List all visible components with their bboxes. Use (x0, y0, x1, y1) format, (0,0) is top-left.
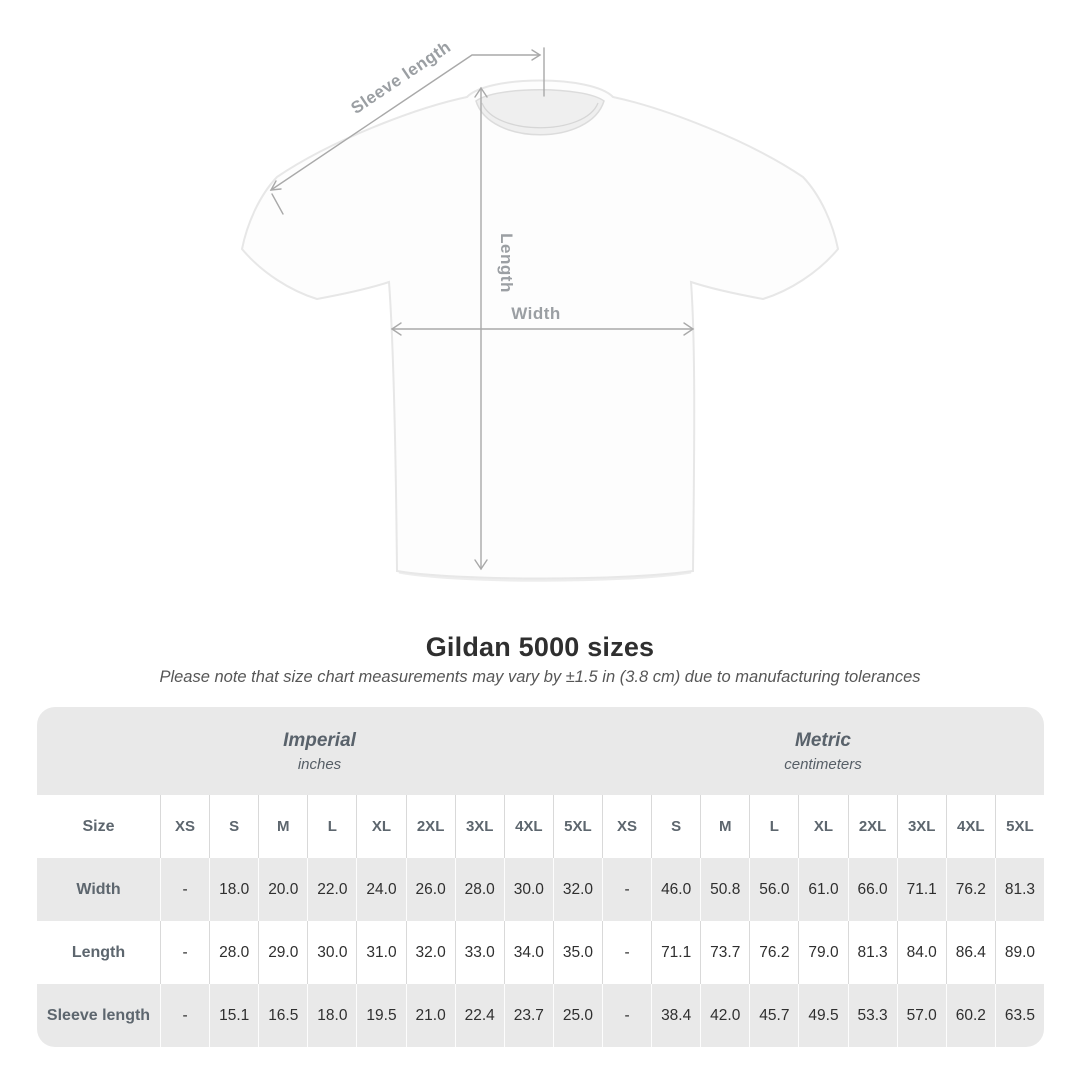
sleeve-length-row-label: Sleeve length (46, 1006, 151, 1024)
size-col-header-imperial: 2XL (405, 795, 455, 858)
value-cell: - (601, 858, 651, 921)
size-col-header-imperial: 3XL (454, 795, 504, 858)
value-cell: 76.2 (945, 858, 995, 921)
value-cell: 26.0 (405, 858, 455, 921)
value-cell: 22.0 (307, 858, 356, 921)
value-cell: 73.7 (700, 921, 749, 984)
unit-system-header: Imperial inches Metric centimeters (37, 707, 1044, 795)
value-cell: 46.0 (651, 858, 700, 921)
value-cell: 60.2 (945, 984, 995, 1047)
value-cell: 21.0 (405, 984, 455, 1047)
tolerance-note: Please note that size chart measurements… (159, 668, 921, 686)
value-cell: 25.0 (552, 984, 602, 1047)
value-cell: - (601, 984, 651, 1047)
size-header-label: Size (82, 817, 115, 835)
value-cell: 20.0 (258, 858, 307, 921)
size-col-header-metric: M (700, 795, 749, 858)
value-cell: 56.0 (749, 858, 798, 921)
value-cell: 28.0 (454, 858, 504, 921)
size-col-header-imperial: S (209, 795, 258, 858)
value-cell: 24.0 (356, 858, 405, 921)
tshirt-diagram-svg: Sleeve length Length Width (240, 37, 840, 582)
size-col-header-imperial: XL (356, 795, 405, 858)
width-row-label: Width (76, 880, 121, 898)
length-row-label: Length (71, 943, 126, 961)
value-cell: 57.0 (896, 984, 946, 1047)
size-col-header-imperial: 5XL (552, 795, 602, 858)
value-cell: 30.0 (503, 858, 553, 921)
value-cell: 84.0 (896, 921, 946, 984)
size-col-header-metric: 5XL (994, 795, 1044, 858)
value-cell: 86.4 (945, 921, 995, 984)
value-cell: 50.8 (700, 858, 749, 921)
value-cell: 30.0 (307, 921, 356, 984)
value-cell: 81.3 (847, 921, 897, 984)
imperial-section-unit: inches (297, 755, 342, 773)
page-title: Gildan 5000 sizes (425, 632, 655, 662)
value-cell: 42.0 (700, 984, 749, 1047)
value-cell: 34.0 (503, 921, 553, 984)
value-cell: 49.5 (798, 984, 847, 1047)
value-cell: 19.5 (356, 984, 405, 1047)
length-label: Length (497, 233, 516, 293)
size-col-header-metric: XL (798, 795, 847, 858)
metric-section-header: Metric centimeters (602, 707, 1044, 795)
value-cell: 18.0 (307, 984, 356, 1047)
value-cell: - (160, 984, 209, 1047)
tshirt-collar-band (481, 102, 599, 129)
value-cell: 61.0 (798, 858, 847, 921)
value-cell: 89.0 (994, 921, 1044, 984)
sleeve-length-row: Sleeve length -15.1 16.5 18.0 19.5 21.0 22.4 2… (37, 984, 1044, 1047)
value-cell: 53.3 (847, 984, 897, 1047)
value-cell: - (160, 858, 209, 921)
value-cell: 15.1 (209, 984, 258, 1047)
width-label: Width (511, 304, 561, 323)
value-cell: 18.0 (209, 858, 258, 921)
tshirt-graphic (240, 79, 840, 582)
value-cell: 33.0 (454, 921, 504, 984)
value-cell: 71.1 (651, 921, 700, 984)
value-cell: 16.5 (258, 984, 307, 1047)
value-cell: 32.0 (552, 858, 602, 921)
value-cell: 23.7 (503, 984, 553, 1047)
width-arrow (390, 322, 695, 336)
metric-section-unit: centimeters (784, 755, 862, 773)
value-cell: 38.4 (651, 984, 700, 1047)
width-row: Width -18.0 20.0 22.0 24.0 26.0 28.0 30.0 32.0-… (37, 858, 1044, 921)
metric-section-title: Metric (795, 729, 851, 751)
value-cell: 66.0 (847, 858, 897, 921)
value-cell: 29.0 (258, 921, 307, 984)
value-cell: 76.2 (749, 921, 798, 984)
imperial-section-header: Imperial inches (37, 707, 602, 795)
tshirt-measurement-diagram: Sleeve length Length Width (240, 37, 840, 582)
size-col-header-metric: 4XL (945, 795, 995, 858)
tshirt-hem-shadow (398, 570, 692, 582)
size-col-header-imperial: 4XL (503, 795, 553, 858)
size-col-header-imperial: XS (160, 795, 209, 858)
size-col-header-imperial: M (258, 795, 307, 858)
size-col-header-metric: 3XL (896, 795, 946, 858)
size-header-row: Size XS S M L XL 2XL 3XL 4XL 5XL XS S M L XL 2XL 3XL 4XL… (37, 795, 1044, 858)
length-row: Length -28.0 29.0 30.0 31.0 32.0 33.0 34.0 35.0… (37, 921, 1044, 984)
value-cell: 28.0 (209, 921, 258, 984)
value-cell: 45.7 (749, 984, 798, 1047)
value-cell: 79.0 (798, 921, 847, 984)
value-cell: 31.0 (356, 921, 405, 984)
size-col-header-metric: S (651, 795, 700, 858)
value-cell: 35.0 (552, 921, 602, 984)
sleeve-length-arrow (269, 47, 545, 215)
value-cell: - (601, 921, 651, 984)
value-cell: 81.3 (994, 858, 1044, 921)
size-col-header-imperial: L (307, 795, 356, 858)
size-col-header-metric: L (749, 795, 798, 858)
size-chart-table: Imperial inches Metric centimeters Size … (37, 707, 1044, 1047)
value-cell: - (160, 921, 209, 984)
value-cell: 63.5 (994, 984, 1044, 1047)
value-cell: 71.1 (896, 858, 946, 921)
imperial-section-title: Imperial (283, 729, 356, 751)
size-col-header-metric: XS (601, 795, 651, 858)
value-cell: 22.4 (454, 984, 504, 1047)
value-cell: 32.0 (405, 921, 455, 984)
size-col-header-metric: 2XL (847, 795, 897, 858)
